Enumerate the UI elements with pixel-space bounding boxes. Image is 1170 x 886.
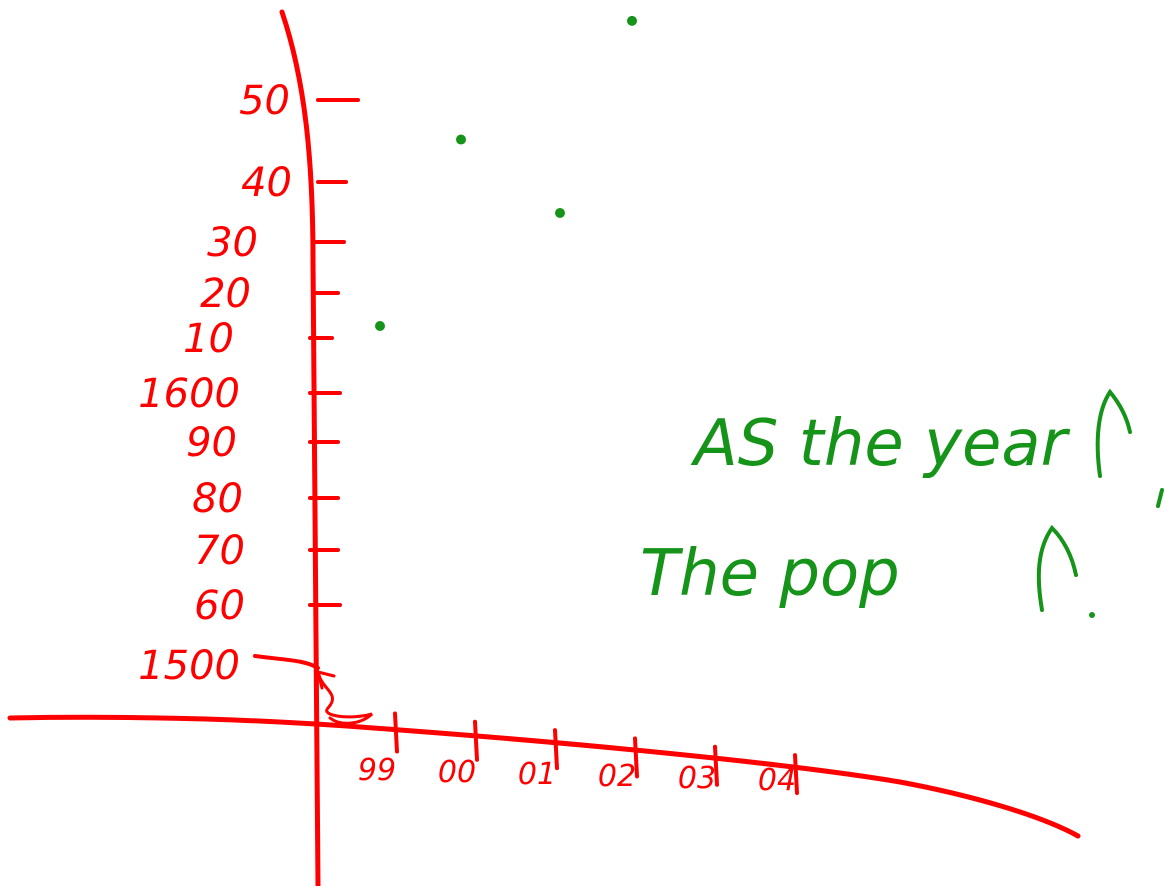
up-arrow-icon (1095, 388, 1132, 478)
y-axis (279, 9, 321, 886)
leader-1500 (253, 654, 320, 670)
x-tick (713, 744, 719, 787)
annotation-line-2: The pop (640, 537, 900, 611)
x-tick (553, 728, 559, 771)
y-tick-label: 80 (192, 476, 243, 522)
axis-break-squiggle (316, 670, 374, 725)
y-tick-label: 50 (239, 78, 290, 124)
y-tick-label: 90 (186, 420, 237, 466)
x-tick-label: 01 (518, 757, 556, 792)
x-tick-label: 00 (438, 755, 476, 790)
annotation-line-1: AS the year (690, 407, 1071, 481)
y-tick-label: 60 (194, 583, 245, 629)
x-tick-label: 03 (678, 761, 716, 796)
data-point (627, 15, 637, 26)
x-tick (393, 711, 399, 754)
y-tick-label: 70 (194, 528, 245, 574)
y-tick-label: 20 (200, 271, 251, 317)
axis-break-arrow-head (316, 670, 336, 690)
x-axis (7, 714, 1081, 839)
y-tick-label: 40 (241, 160, 292, 206)
data-point (456, 134, 466, 145)
y-tick-label: 1500 (138, 643, 240, 689)
y-tick-label: 30 (207, 220, 258, 266)
x-tick-label: 99 (358, 753, 396, 788)
y-tick-label: 10 (183, 316, 234, 362)
x-tick-label: 02 (598, 759, 636, 794)
x-tick (633, 736, 639, 779)
data-point (555, 208, 565, 218)
data-point (375, 321, 385, 331)
x-tick (793, 753, 799, 796)
x-tick (473, 719, 479, 762)
period-mark (1089, 612, 1095, 618)
x-tick-label: 04 (758, 763, 796, 798)
comma-mark (1156, 488, 1164, 508)
up-arrow-icon (1036, 524, 1078, 612)
y-tick-label: 1600 (138, 371, 240, 417)
